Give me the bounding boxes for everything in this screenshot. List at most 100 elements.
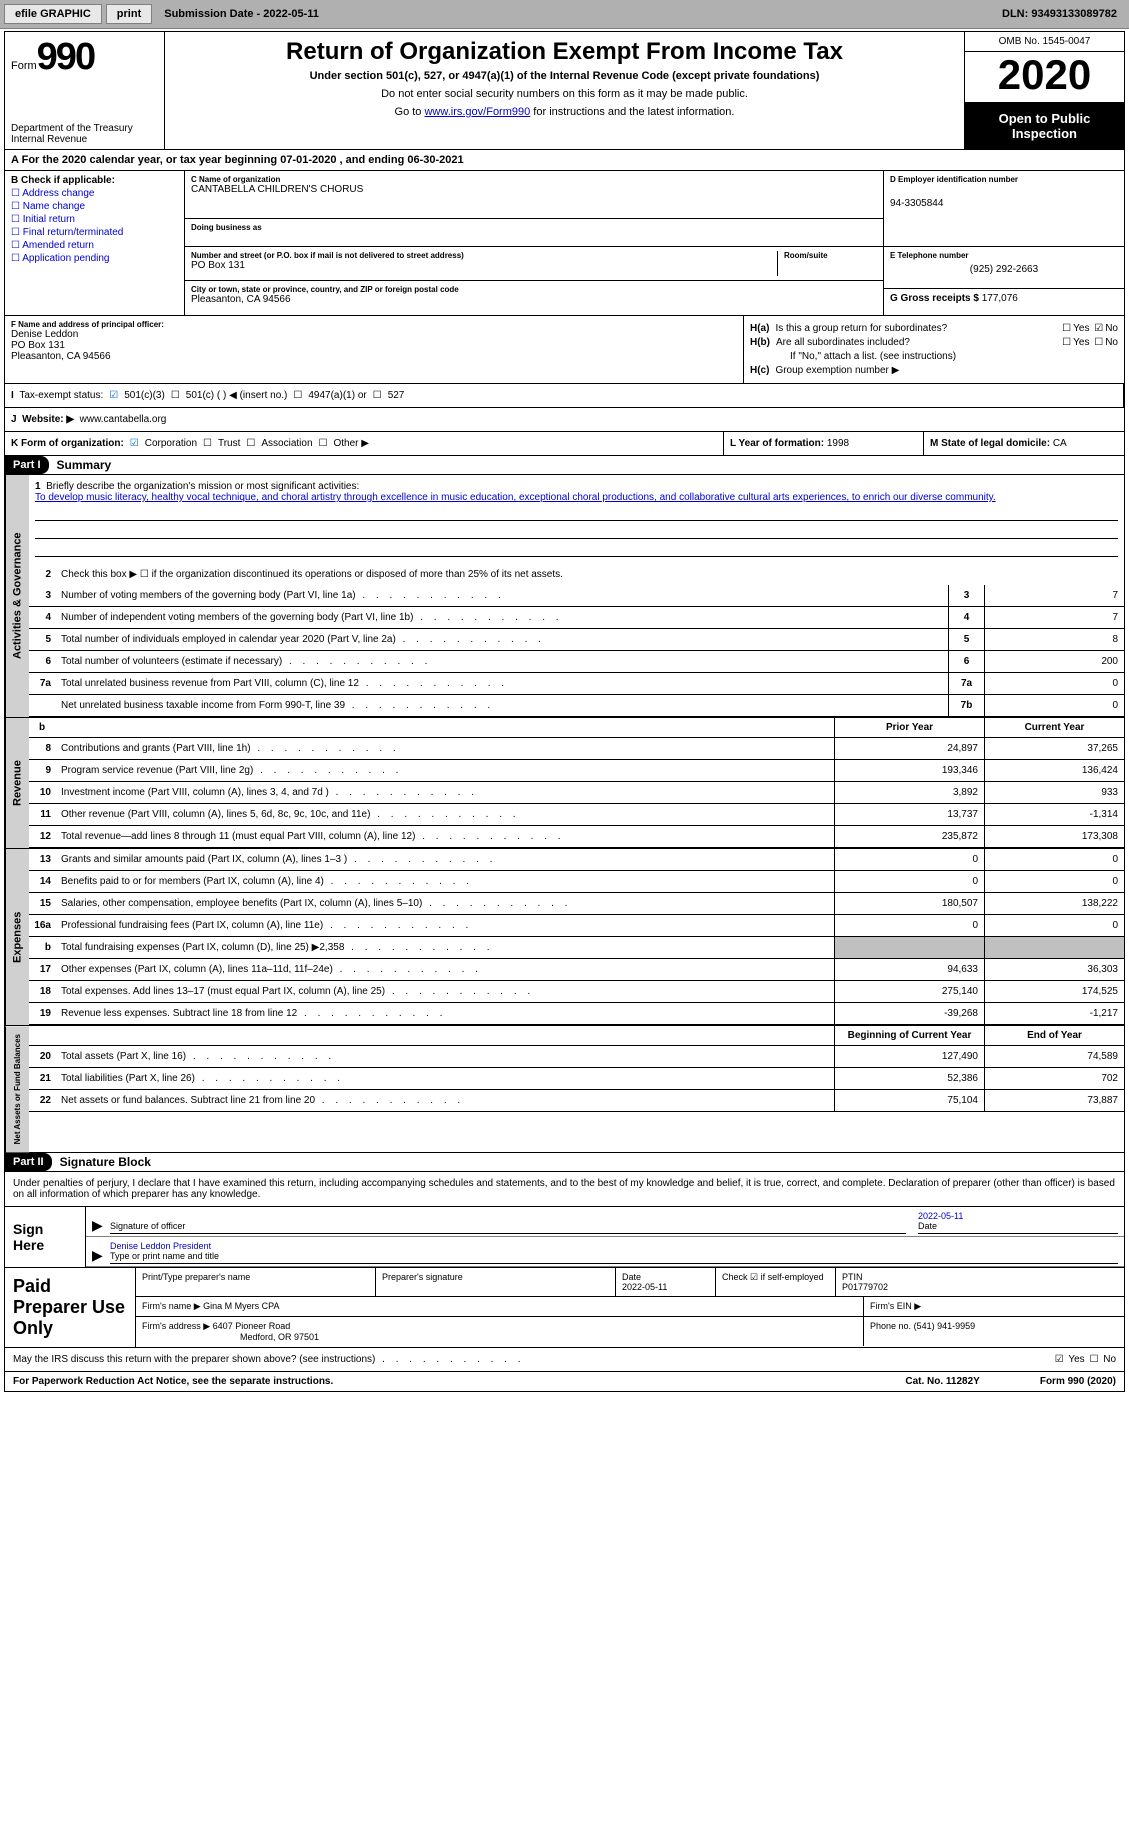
chk-trust[interactable] [203,438,212,449]
irs-link[interactable]: www.irs.gov/Form990 [424,106,530,118]
box-h: H(a) Is this a group return for subordin… [744,316,1124,383]
dba-block: Doing business as [185,219,883,247]
firm-address: Firm's address ▶ 6407 Pioneer Road Medfo… [136,1317,864,1346]
arrow-icon: ▶ [92,1247,110,1264]
paid-preparer-label: Paid Preparer Use Only [5,1268,135,1347]
chk-corporation[interactable] [130,438,139,449]
firm-phone: Phone no. (541) 941-9959 [864,1317,1124,1346]
chk-final-return[interactable]: Final return/terminated [11,227,178,238]
discuss-yesno: Yes No [1053,1354,1116,1365]
hdr-prior-year: Prior Year [834,718,984,737]
chk-other[interactable] [319,438,328,449]
box-b-label: B Check if applicable: [11,175,178,186]
prep-row-3: Firm's address ▶ 6407 Pioneer Road Medfo… [136,1317,1124,1346]
chk-amended-return[interactable]: Amended return [11,240,178,251]
form-header: Form990 Department of the Treasury Inter… [5,32,1124,150]
officer-name-title: Denise Leddon President Type or print na… [110,1241,1118,1264]
form-number: Form990 [11,36,158,79]
hdr-beginning: Beginning of Current Year [834,1026,984,1045]
table-row: 20 Total assets (Part X, line 16) 127,49… [29,1046,1124,1068]
chk-501c3[interactable] [109,390,118,401]
chk-527[interactable] [373,390,382,401]
box-b: B Check if applicable: Address change Na… [5,171,185,315]
officer-signature[interactable]: Signature of officer [110,1221,906,1234]
chk-application-pending[interactable]: Application pending [11,253,178,264]
prep-date: Date2022-05-11 [616,1268,716,1296]
title-block: Return of Organization Exempt From Incom… [165,32,964,149]
prep-row-2: Firm's name ▶ Gina M Myers CPA Firm's EI… [136,1297,1124,1317]
open-to-public: Open to Public Inspection [965,103,1124,149]
net-col-headers: Beginning of Current Year End of Year [29,1026,1124,1046]
city-value: Pleasanton, CA 94566 [191,294,877,305]
h-a-label: H(a) [750,323,769,334]
discuss-no[interactable] [1087,1354,1100,1365]
table-row: 9 Program service revenue (Part VIII, li… [29,760,1124,782]
discuss-yes[interactable] [1053,1354,1066,1365]
tax-period: A For the 2020 calendar year, or tax yea… [5,150,1124,171]
h-note: If "No," attach a list. (see instruction… [750,351,1118,362]
tax-year: 2020 [965,52,1124,103]
box-m: M State of legal domicile: CA [924,432,1124,455]
h-a-yes[interactable] [1060,323,1073,334]
h-b-no[interactable] [1092,337,1105,348]
h-c-label: H(c) [750,365,769,376]
table-row: 18 Total expenses. Add lines 13–17 (must… [29,981,1124,1003]
table-row: 14 Benefits paid to or for members (Part… [29,871,1124,893]
table-row: 3 Number of voting members of the govern… [29,585,1124,607]
table-row: 16a Professional fundraising fees (Part … [29,915,1124,937]
tel-value: (925) 292-2663 [890,264,1118,275]
org-name-label: C Name of organization [191,175,877,184]
h-a-yesno: Yes No [1060,323,1118,334]
cat-number: Cat. No. 11282Y [905,1376,979,1387]
arrow-icon: ▶ [92,1217,110,1234]
tax-exempt-status: I Tax-exempt status: 501(c)(3) 501(c) ( … [5,384,1124,407]
hdr-current-year: Current Year [984,718,1124,737]
signature-block: Under penalties of perjury, I declare th… [5,1172,1124,1268]
netassets-tab: Net Assets or Fund Balances [5,1026,29,1152]
city-label: City or town, state or province, country… [191,285,877,294]
table-row: 7a Total unrelated business revenue from… [29,673,1124,695]
perjury-statement: Under penalties of perjury, I declare th… [5,1172,1124,1206]
prep-self-employed: Check ☑ if self-employed [716,1268,836,1296]
chk-address-change[interactable]: Address change [11,188,178,199]
officer-addr1: PO Box 131 [11,340,737,351]
table-row: 22 Net assets or fund balances. Subtract… [29,1090,1124,1112]
netassets-section: Net Assets or Fund Balances Beginning of… [5,1026,1124,1153]
efile-button[interactable]: efile GRAPHIC [4,4,102,24]
table-row: 4 Number of independent voting members o… [29,607,1124,629]
mission-block: 1 Briefly describe the organization's mi… [29,475,1124,563]
chk-4947[interactable] [293,390,302,401]
h-b-yesno: Yes No [1060,337,1118,348]
officer-addr2: Pleasanton, CA 94566 [11,351,737,362]
h-a-no[interactable] [1092,323,1105,334]
ein-value: 94-3305844 [890,198,1118,209]
chk-name-change[interactable]: Name change [11,201,178,212]
dln: DLN: 93493133089782 [1002,8,1117,20]
klm-row: K Form of organization: Corporation Trus… [5,432,1124,456]
h-b-yes[interactable] [1060,337,1073,348]
sign-here-label: Sign Here [5,1207,85,1267]
print-button[interactable]: print [106,4,152,24]
revenue-section: Revenue b Prior Year Current Year 8 Cont… [5,718,1124,849]
table-row: 11 Other revenue (Part VIII, column (A),… [29,804,1124,826]
chk-501c[interactable] [171,390,180,401]
box-f-h: F Name and address of principal officer:… [5,316,1124,384]
entity-boxes: B Check if applicable: Address change Na… [5,171,1124,316]
line-2: Check this box ▶ ☐ if the organization d… [57,566,1124,583]
org-name: CANTABELLA CHILDREN'S CHORUS [191,184,877,195]
governance-tab: Activities & Governance [5,475,29,717]
firm-name: Firm's name ▶ Gina M Myers CPA [136,1297,864,1316]
dba-label: Doing business as [191,223,877,232]
addr-label: Number and street (or P.O. box if mail i… [191,251,771,260]
submission-date: Submission Date - 2022-05-11 [164,8,319,20]
part1-header: Part I Summary [5,456,1124,475]
table-row: 19 Revenue less expenses. Subtract line … [29,1003,1124,1025]
chk-association[interactable] [246,438,255,449]
table-row: 15 Salaries, other compensation, employe… [29,893,1124,915]
table-row: 10 Investment income (Part VIII, column … [29,782,1124,804]
chk-initial-return[interactable]: Initial return [11,214,178,225]
paid-preparer-block: Paid Preparer Use Only Print/Type prepar… [5,1268,1124,1348]
sign-date: 2022-05-11 Date [918,1211,1118,1234]
governance-section: Activities & Governance 1 Briefly descri… [5,475,1124,718]
officer-name: Denise Leddon [11,329,737,340]
